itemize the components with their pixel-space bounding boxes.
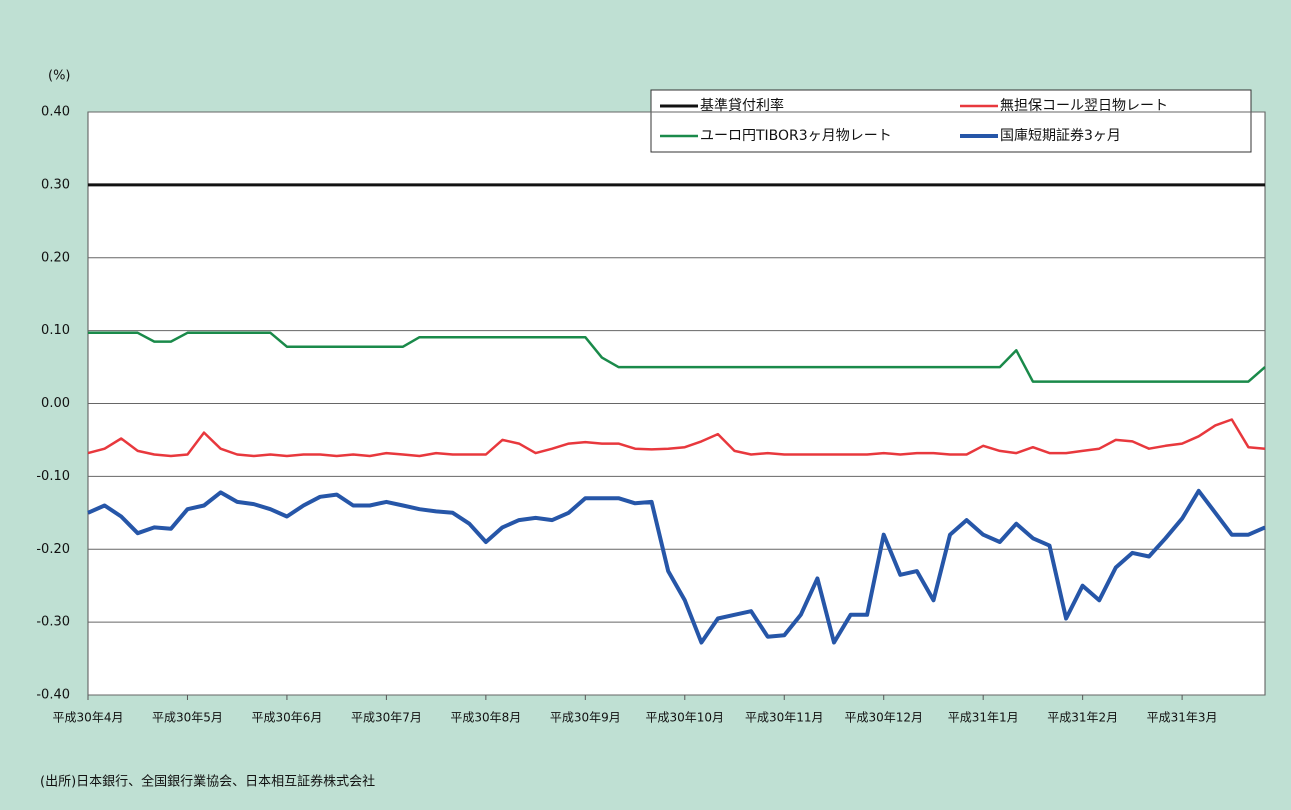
y-tick-label: -0.30 xyxy=(36,615,70,630)
legend-label: 基準貸付利率 xyxy=(700,97,784,114)
x-tick-label: 平成30年8月 xyxy=(450,711,521,725)
x-tick-label: 平成30年5月 xyxy=(152,711,223,725)
x-tick-label: 平成30年11月 xyxy=(745,711,824,725)
x-tick-label: 平成30年12月 xyxy=(844,711,923,725)
source-note: (出所)日本銀行、全国銀行業協会、日本相互証券株式会社 xyxy=(40,774,375,790)
legend-label: 国庫短期証券3ヶ月 xyxy=(1000,127,1121,144)
x-tick-label: 平成30年7月 xyxy=(351,711,422,725)
series-line xyxy=(88,331,1266,383)
y-tick-label: 0.40 xyxy=(41,105,70,120)
x-tick-label: 平成30年4月 xyxy=(53,711,124,725)
legend-label: 無担保コール翌日物レート xyxy=(1000,98,1168,114)
x-tick-label: 平成31年2月 xyxy=(1047,711,1118,725)
y-tick-label: 0.00 xyxy=(41,396,70,411)
legend xyxy=(650,89,1252,153)
x-tick-label: 平成30年6月 xyxy=(251,711,322,725)
y-tick-label: 0.10 xyxy=(41,323,70,338)
y-axis-label: (%) xyxy=(48,69,71,84)
y-tick-label: 0.30 xyxy=(41,177,70,192)
y-tick-label: -0.40 xyxy=(36,688,70,703)
y-tick-label: 0.20 xyxy=(41,250,70,265)
y-tick-label: -0.10 xyxy=(36,469,70,484)
series-line xyxy=(87,488,1266,645)
x-tick-label: 平成31年1月 xyxy=(948,711,1019,725)
y-tick-label: -0.20 xyxy=(36,542,70,557)
x-tick-label: 平成30年9月 xyxy=(550,711,621,725)
legend-label: ユーロ円TIBOR3ヶ月物レート xyxy=(700,128,892,144)
x-tick-label: 平成30年10月 xyxy=(646,711,725,725)
series-line xyxy=(87,418,1266,458)
x-tick-label: 平成31年3月 xyxy=(1147,711,1218,725)
